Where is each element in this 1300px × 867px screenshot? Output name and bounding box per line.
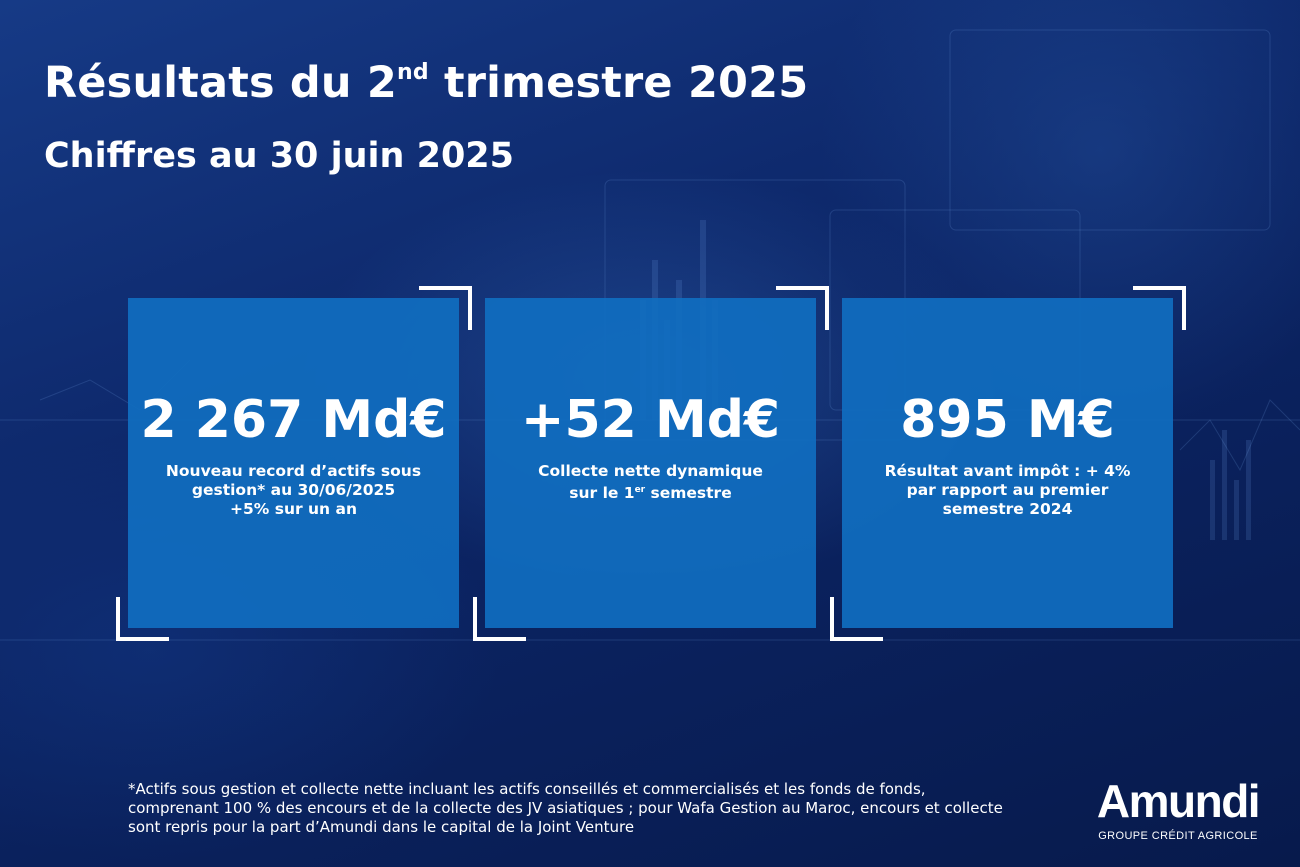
card-3-description: Résultat avant impôt : + 4% par rapport …: [862, 462, 1153, 519]
card-2-desc-superscript: er: [634, 485, 646, 495]
footnote: *Actifs sous gestion et collecte nette i…: [128, 780, 1003, 836]
card-1-desc-line1: Nouveau record d’actifs sous: [165, 462, 422, 480]
card-2-description: Collecte nette dynamique sur le 1er seme…: [505, 462, 796, 503]
card-1-corner-top-right: [419, 286, 472, 330]
card-3-desc-line2: par rapport au premier: [906, 481, 1109, 499]
card-2-corner-top-right: [776, 286, 829, 330]
amundi-logo: Amundi GROUPE CRÉDIT AGRICOLE: [1093, 778, 1263, 842]
card-3-corner-top-right: [1133, 286, 1186, 330]
logo-tagline: GROUPE CRÉDIT AGRICOLE: [1098, 830, 1258, 842]
card-net-inflows: +52 Md€ Collecte nette dynamique sur le …: [485, 298, 816, 628]
title-prefix: Résultats du 2: [44, 58, 397, 108]
card-3-corner-bottom-left: [830, 597, 883, 641]
card-1-desc-line2: gestion* au 30/06/2025: [191, 481, 396, 499]
card-1-description: Nouveau record d’actifs sous gestion* au…: [148, 462, 439, 519]
card-pre-tax-income: 895 M€ Résultat avant impôt : + 4% par r…: [842, 298, 1173, 628]
card-2-desc-line1: Collecte nette dynamique: [538, 462, 763, 480]
card-2-desc-line2-prefix: sur le 1: [569, 484, 635, 502]
title-suffix: trimestre 2025: [428, 58, 809, 108]
card-3-desc-line1: Résultat avant impôt : + 4%: [884, 462, 1131, 480]
card-2-desc-line2: sur le 1er semestre: [505, 481, 796, 503]
card-assets-under-management: 2 267 Md€ Nouveau record d’actifs sous g…: [128, 298, 459, 628]
card-3-value: 895 M€: [900, 390, 1115, 450]
card-2-desc-line2-suffix: semestre: [645, 484, 732, 502]
card-2-corner-bottom-left: [473, 597, 526, 641]
card-1-desc-line3: +5% sur un an: [230, 500, 357, 518]
title-superscript: nd: [397, 60, 429, 85]
page-subtitle: Chiffres au 30 juin 2025: [44, 136, 515, 176]
card-1-value: 2 267 Md€: [140, 390, 447, 450]
card-1-corner-bottom-left: [116, 597, 169, 641]
card-3-desc-line3: semestre 2024: [942, 500, 1073, 518]
page-title: Résultats du 2nd trimestre 2025: [44, 58, 808, 108]
logo-wordmark: Amundi: [1096, 775, 1261, 827]
card-2-value: +52 Md€: [520, 390, 781, 450]
